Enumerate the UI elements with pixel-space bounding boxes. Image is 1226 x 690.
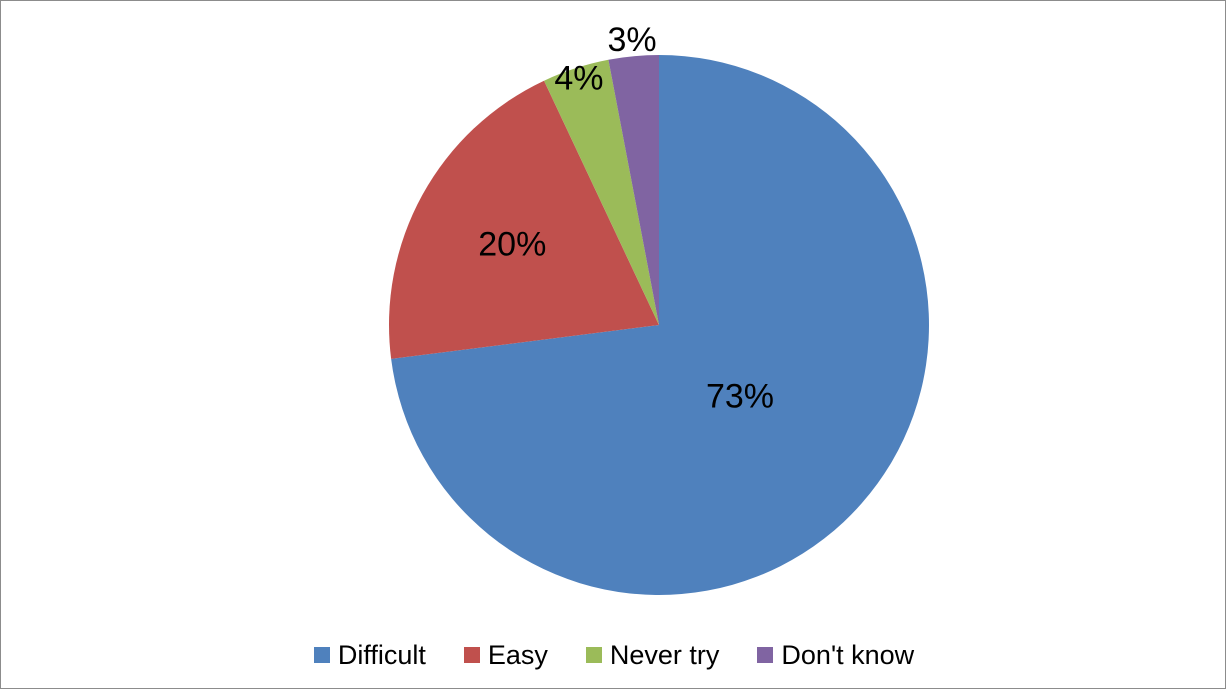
legend-item-never-try: Never try: [585, 639, 720, 671]
pie-slice-difficult: [391, 54, 930, 596]
legend-label-don-t-know: Don't know: [781, 639, 915, 670]
legend-item-don-t-know: Don't know: [757, 640, 914, 671]
pie-slice-don-t-know: [608, 55, 659, 325]
pie-slice-never-try: [544, 59, 659, 325]
legend-swatch-never-try: [585, 647, 602, 663]
legend-label-never-try: Never try: [609, 639, 720, 670]
data-label-never-try: 4%: [554, 60, 603, 98]
legend-item-difficult: Difficult: [313, 639, 426, 671]
legend-label-easy: Easy: [487, 639, 548, 670]
legend-swatch-don-t-know: [757, 647, 774, 663]
legend-item-easy: Easy: [463, 639, 548, 671]
pie-slice-easy: [389, 80, 659, 359]
legend-swatch-easy: [463, 647, 480, 663]
data-label-don-t-know: 3%: [608, 21, 657, 59]
legend-label-difficult: Difficult: [337, 639, 426, 670]
legend: Difficult Easy Never try Don't know: [1, 635, 1226, 675]
legend-swatch-difficult: [313, 647, 330, 663]
data-label-easy: 20%: [478, 225, 546, 263]
data-label-difficult: 73%: [706, 377, 774, 415]
